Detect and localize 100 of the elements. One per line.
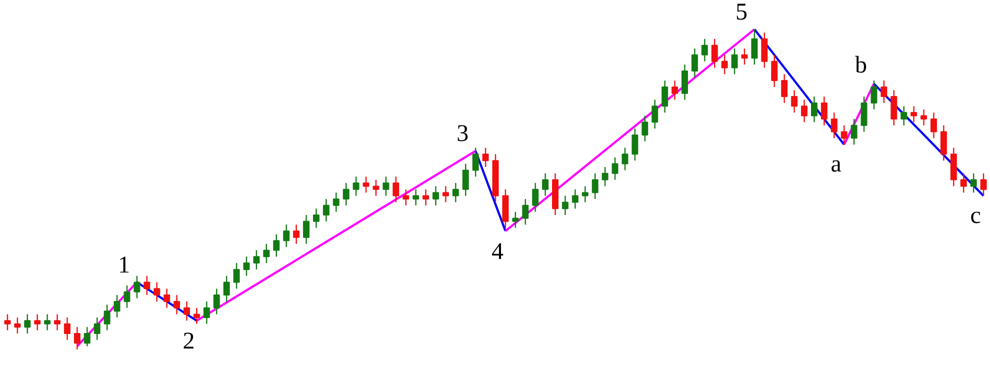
candlestick [900, 106, 908, 126]
candlestick [890, 90, 898, 126]
candlestick [442, 186, 449, 203]
candlestick [562, 195, 568, 216]
candlestick [223, 275, 230, 302]
candlestick [174, 294, 180, 315]
candlestick [432, 186, 439, 206]
annotation: c [970, 202, 981, 229]
candlestick [14, 316, 21, 334]
candlestick [522, 198, 529, 226]
candlestick [392, 176, 400, 203]
candlestick [920, 108, 928, 126]
candlestick [642, 115, 648, 142]
candlestick [532, 182, 539, 212]
candlestick [44, 314, 51, 331]
candlestick [154, 282, 160, 302]
candlestick [472, 147, 479, 178]
candlestick [64, 316, 70, 340]
candlestick [233, 262, 240, 290]
candlestick [830, 112, 838, 139]
candlestick [322, 198, 330, 222]
candlestick [273, 234, 280, 258]
candlestick [582, 186, 588, 203]
candlestick [860, 96, 868, 132]
candlestick [4, 314, 11, 331]
candlestick [880, 80, 888, 104]
candlestick [114, 294, 120, 318]
candlestick [721, 54, 728, 75]
candlestick [940, 124, 947, 162]
candlestick [612, 156, 618, 180]
candlestick [362, 176, 370, 194]
candlestick [422, 188, 430, 206]
text: 5 [735, 0, 748, 26]
candlestick [980, 172, 987, 196]
candlestick [761, 32, 768, 68]
candlestick [781, 74, 788, 104]
candlestick [203, 300, 210, 324]
candlestick [184, 300, 190, 322]
candlestick [572, 188, 578, 210]
candlestick [263, 243, 270, 264]
candlestick [84, 326, 90, 347]
candlestick [930, 112, 937, 139]
candlestick [672, 80, 678, 100]
candlestick [352, 176, 360, 196]
candlestick [632, 128, 638, 162]
candlestick [312, 208, 320, 228]
candlestick [253, 250, 260, 270]
candlestick [820, 96, 828, 126]
candlestick [372, 179, 380, 196]
candlestick [960, 172, 967, 194]
candlestick [303, 214, 310, 244]
candlestick [342, 182, 350, 206]
candlestick [801, 99, 808, 123]
candlestick [402, 188, 410, 206]
candlestick [382, 176, 390, 196]
candlestick [850, 118, 858, 146]
candlestick [652, 99, 658, 130]
annotation: 3 [456, 120, 469, 147]
candlestick [691, 48, 698, 78]
candlestick [622, 147, 628, 171]
candlestick [452, 182, 459, 203]
candlestick [701, 38, 708, 62]
candlestick [592, 172, 598, 200]
candlestick [771, 54, 778, 88]
candlestick [542, 172, 549, 196]
candlestick [741, 48, 748, 66]
candlestick [54, 314, 61, 331]
candlestick [144, 275, 150, 296]
candlestick [711, 38, 718, 68]
candlestick [243, 256, 250, 276]
candlestick [910, 106, 918, 123]
candlestick [134, 275, 140, 299]
candlestick [810, 96, 818, 123]
candlestick [332, 192, 340, 212]
candlestick [602, 166, 608, 187]
candlestick [681, 64, 688, 100]
candlestick [74, 326, 80, 350]
candlestick [751, 28, 758, 66]
candlestick [462, 163, 469, 196]
annotation: 4 [491, 239, 504, 266]
candlestick [124, 284, 130, 308]
candlestick [731, 48, 738, 75]
annotation: 2 [182, 328, 195, 355]
candlestick [482, 147, 489, 168]
candlestick [791, 90, 798, 114]
candlestick [34, 314, 41, 331]
candlestick [94, 316, 100, 340]
candlestick [104, 304, 110, 331]
candlestick [840, 124, 848, 146]
annotation: a [830, 152, 842, 178]
candlestick [283, 224, 290, 248]
candlestick [870, 80, 878, 110]
candlestick [293, 224, 300, 244]
annotation: 1 [118, 252, 130, 278]
candlestick [662, 80, 668, 114]
candlestick [970, 172, 977, 194]
annotation: b [854, 52, 867, 79]
candlestick [193, 307, 200, 324]
candlestick [412, 188, 420, 206]
candlestick [213, 288, 220, 315]
